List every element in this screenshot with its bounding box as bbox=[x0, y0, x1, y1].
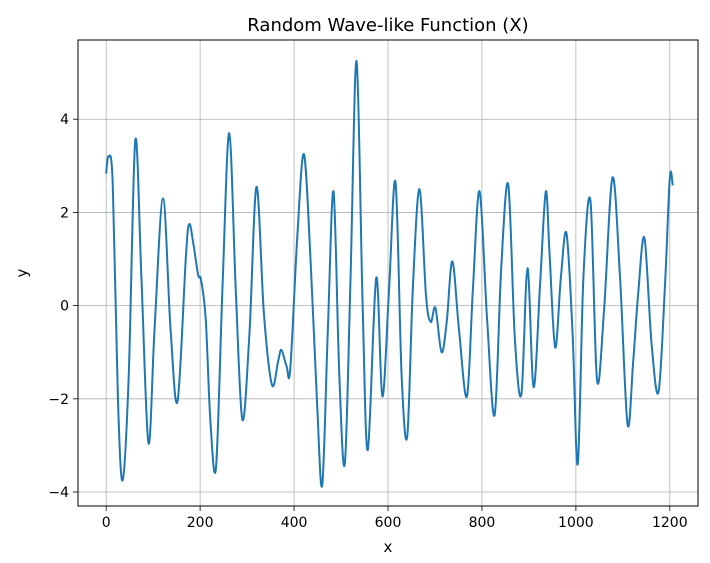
x-axis-label: x bbox=[384, 538, 393, 556]
series bbox=[105, 59, 674, 488]
x-tick-label: 600 bbox=[375, 515, 402, 531]
x-tick-label: 200 bbox=[187, 515, 214, 531]
x-tick-label: 400 bbox=[281, 515, 308, 531]
y-tick-label: 0 bbox=[60, 299, 69, 315]
y-tick-label: −4 bbox=[48, 485, 69, 501]
y-tick-label: 4 bbox=[60, 112, 69, 128]
plot-frame bbox=[77, 39, 699, 507]
ticks: 0 200 400 600 800 1000 1200 −4 −2 0 2 4 bbox=[48, 112, 687, 531]
y-axis-label: y bbox=[13, 268, 31, 277]
y-tick-label: 2 bbox=[60, 205, 69, 221]
x-tick-label: 800 bbox=[469, 515, 496, 531]
chart-title: Random Wave-like Function (X) bbox=[247, 15, 528, 36]
y-tick-label: −2 bbox=[48, 392, 69, 408]
x-tick-label: 1200 bbox=[652, 515, 688, 531]
series-line bbox=[105, 59, 674, 488]
x-tick-label: 0 bbox=[102, 515, 111, 531]
x-tick-label: 1000 bbox=[558, 515, 594, 531]
